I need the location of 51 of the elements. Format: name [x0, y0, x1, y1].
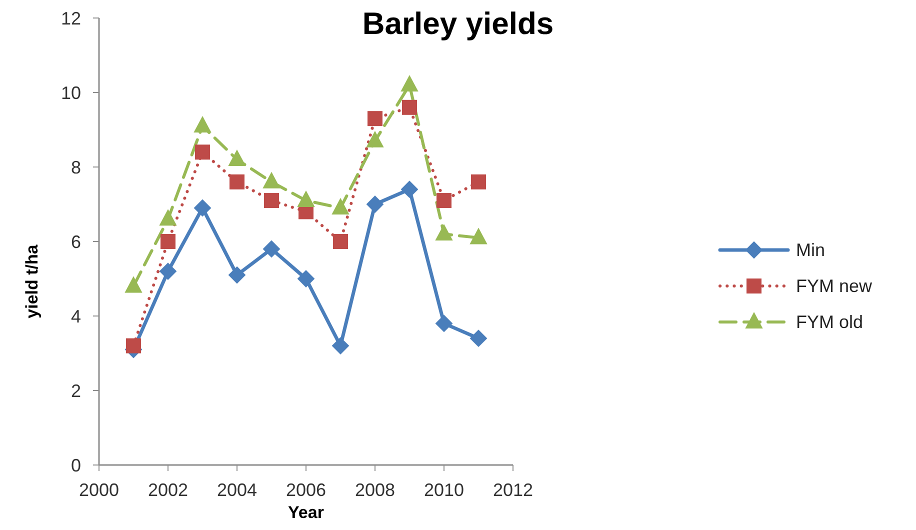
point	[263, 172, 280, 188]
x-tick-label: 2000	[78, 480, 120, 500]
y-axis-title: yield t/ha	[22, 244, 42, 318]
point	[471, 174, 486, 190]
point	[470, 228, 487, 244]
point	[194, 199, 211, 216]
x-axis-title: Year	[288, 503, 324, 522]
point	[366, 196, 384, 213]
point	[264, 193, 279, 208]
point	[436, 193, 452, 208]
x-tick-label: 2006	[286, 480, 326, 500]
point	[332, 198, 349, 214]
point	[160, 234, 176, 249]
point	[470, 330, 487, 347]
point	[402, 100, 417, 115]
point	[298, 191, 314, 208]
point	[436, 224, 452, 241]
y-tick-label: 10	[60, 82, 81, 103]
legend-label: FYM new	[796, 276, 872, 296]
x-tick-label: 2004	[216, 480, 258, 500]
chart-title: Barley yields	[362, 6, 554, 41]
point	[228, 266, 246, 284]
point	[366, 131, 384, 148]
legend-label: FYM old	[796, 312, 864, 332]
y-tick-label: 4	[70, 306, 81, 326]
x-tick-label: 2008	[354, 480, 396, 500]
point	[228, 150, 246, 166]
y-tick-label: 12	[60, 8, 81, 28]
point	[160, 262, 176, 280]
x-tick-label: 2012	[492, 480, 534, 500]
y-tick-label: 0	[70, 455, 81, 476]
y-tick-label: 2	[70, 380, 81, 401]
point	[125, 276, 142, 293]
point	[436, 314, 452, 332]
point	[160, 210, 176, 226]
point	[368, 111, 382, 126]
point	[194, 116, 211, 133]
y-tick-label: 6	[70, 232, 81, 252]
point	[195, 144, 210, 160]
point	[298, 270, 314, 288]
point	[230, 174, 244, 190]
x-tick-label: 2010	[424, 480, 464, 500]
x-tick-label: 2002	[148, 480, 188, 500]
legend-label: Min	[796, 240, 826, 260]
point	[333, 234, 348, 249]
point	[401, 76, 418, 92]
point	[332, 337, 349, 354]
y-tick-label: 8	[70, 157, 81, 178]
point	[401, 180, 418, 198]
point	[263, 240, 280, 258]
point	[126, 338, 141, 354]
